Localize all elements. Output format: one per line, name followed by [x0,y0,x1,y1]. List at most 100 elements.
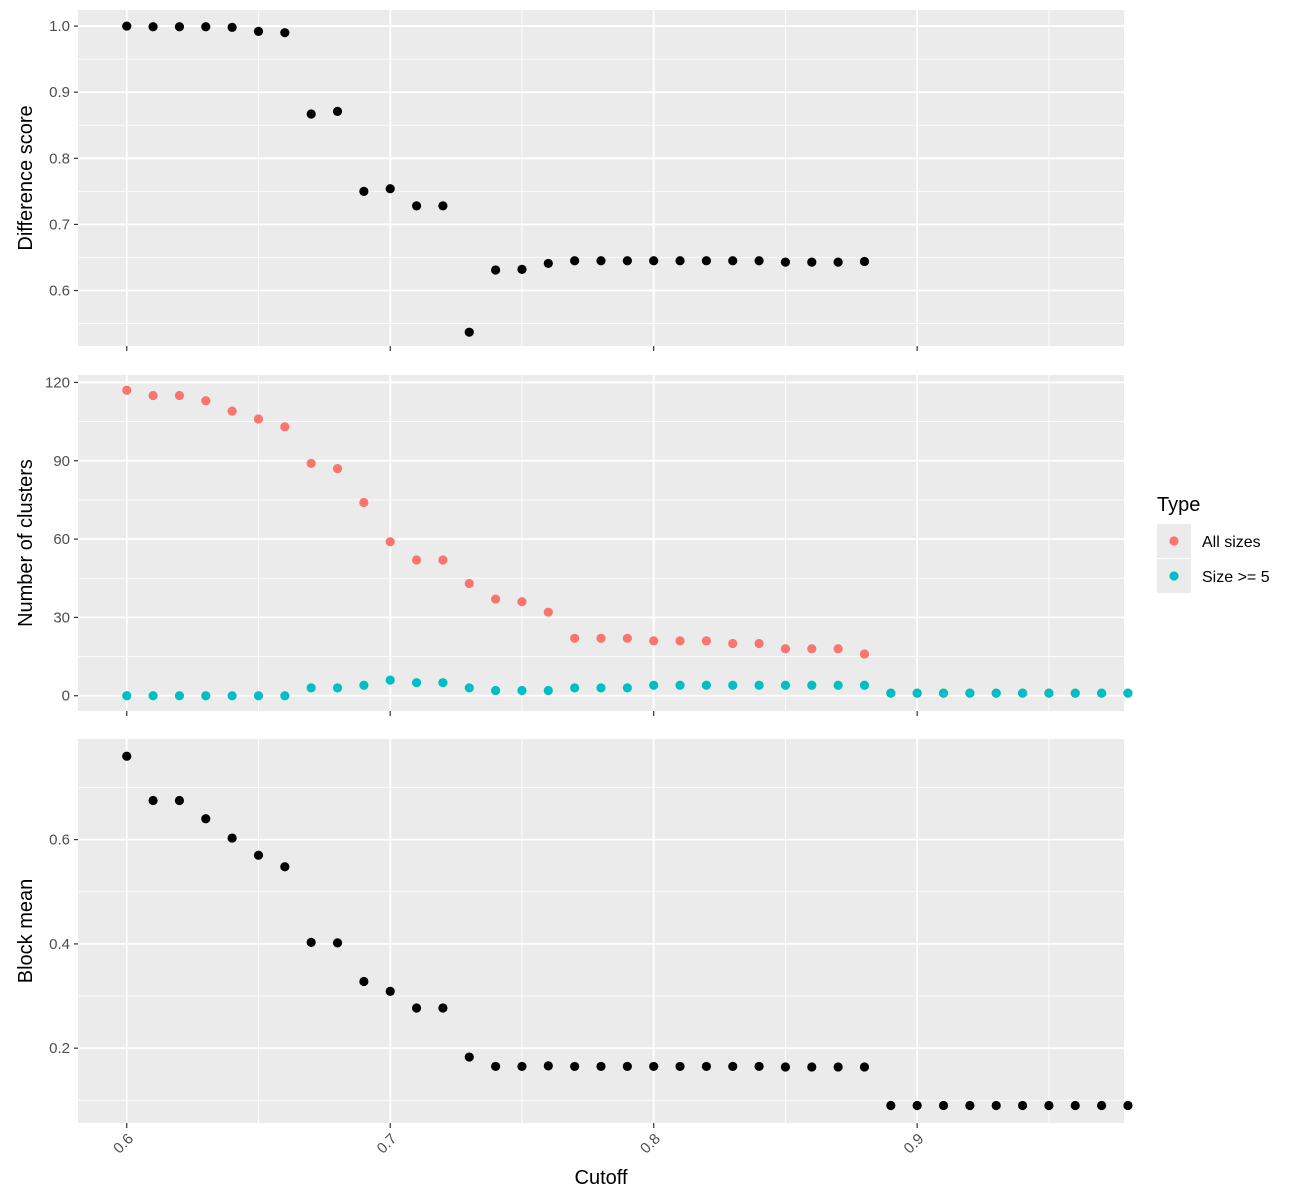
data-point [701,636,711,646]
data-point [807,257,817,267]
data-point [833,680,843,690]
legend-key-point [1169,536,1179,546]
legend-entry-label: Size >= 5 [1202,569,1270,586]
data-point [965,688,975,698]
data-point [201,22,211,32]
data-point [280,691,290,701]
data-point [886,1100,896,1111]
data-point [754,638,764,649]
data-point [675,680,685,690]
data-point [912,1100,922,1111]
data-point [780,680,791,690]
data-point [280,862,290,872]
data-point [1070,688,1080,698]
data-point [306,458,316,468]
series-points [122,751,1133,1111]
data-point [728,680,738,690]
y-tick-label: 0.2 [49,1040,70,1057]
x-tick-label: 0.7 [374,1130,401,1157]
data-point [332,938,343,948]
data-point [438,1003,448,1013]
data-point [306,937,316,947]
data-point [332,683,343,693]
data-point [807,1062,817,1072]
data-point [701,1061,711,1072]
data-point [148,691,158,701]
data-point [227,691,237,701]
data-point [649,256,659,266]
data-point [359,497,369,508]
data-point [359,680,369,690]
data-point [991,688,1001,698]
data-point [754,256,764,266]
y-tick-label: 1.0 [49,18,70,35]
legend-key-point [1169,571,1179,581]
y-tick-label: 90 [53,453,70,470]
data-point [833,1062,843,1072]
data-point [253,414,264,424]
data-point [543,607,553,617]
data-point [965,1100,975,1111]
data-point [385,537,395,547]
data-point [385,675,395,685]
y-tick-label: 0 [62,688,70,705]
data-point [122,21,132,31]
data-point [780,1062,791,1072]
data-point [622,683,632,693]
data-point [833,257,843,267]
legend-title: Type [1157,494,1200,516]
x-tick-label: 0.9 [901,1130,928,1157]
y-tick-label: 120 [45,374,70,391]
data-point [859,1062,870,1072]
data-point [306,109,316,119]
data-point [227,22,237,32]
data-point [728,1061,738,1072]
data-point [807,680,817,690]
data-point [280,28,290,38]
data-point [596,1061,606,1072]
data-point [411,1003,422,1013]
data-point [1097,688,1107,698]
data-point [464,1052,474,1062]
data-point [886,688,896,698]
data-point [385,184,395,194]
data-point [201,814,211,824]
y-tick-label: 0.4 [49,936,70,953]
y-axis-title: Difference score [15,105,37,250]
data-point [622,1061,632,1072]
series-all-sizes [122,385,1133,698]
data-point [1097,1100,1107,1111]
data-point [491,685,501,696]
data-point [411,678,422,688]
y-tick-label: 30 [53,609,70,626]
data-point [253,691,264,701]
data-point [438,555,448,565]
x-tick-label: 0.6 [110,1130,137,1157]
data-point [438,201,448,211]
data-point [1123,1100,1133,1111]
data-point [174,390,185,401]
data-point [359,186,369,196]
data-point [201,396,211,406]
data-point [859,680,870,690]
y-tick-label: 0.6 [49,283,70,300]
data-point [701,256,711,266]
data-point [807,644,817,654]
data-point [991,1100,1001,1111]
data-point [728,638,738,649]
data-point [148,390,158,401]
data-point [938,688,949,698]
data-point [780,257,791,267]
data-point [411,201,422,211]
data-point [491,594,501,604]
data-point [359,976,369,987]
data-point [543,685,553,696]
data-point [754,1061,764,1072]
chart-panels: 0.6 0.7 0.8 0.9 1.0 Difference score 0 30 60 90 12… [15,10,1133,1157]
data-point [570,1061,580,1072]
data-point [938,1100,949,1111]
data-point [596,683,606,693]
data-point [517,597,527,607]
data-point [675,636,685,646]
data-point [780,644,791,654]
